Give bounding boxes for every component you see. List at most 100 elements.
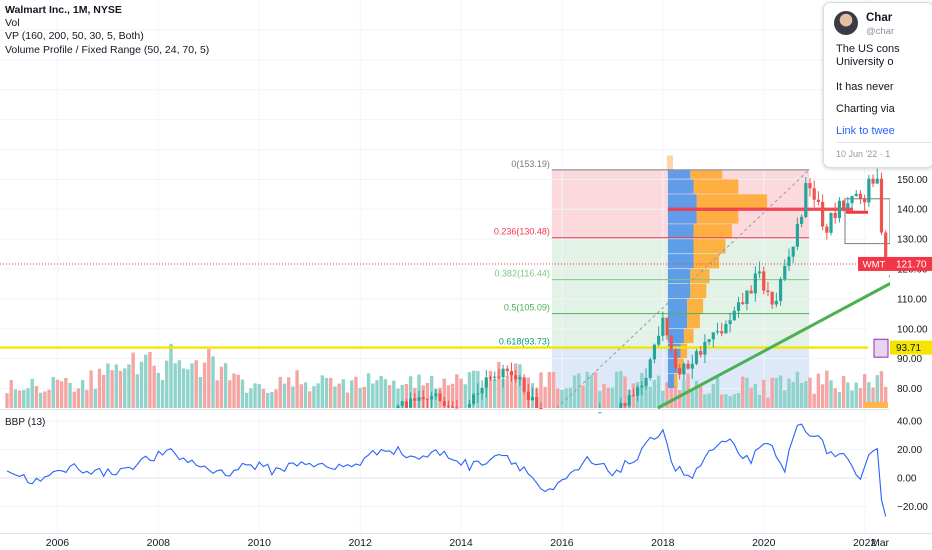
candle-body	[783, 265, 787, 280]
candle-body	[858, 193, 863, 199]
avatar	[834, 11, 858, 35]
volume-bar	[656, 375, 661, 408]
volume-bar	[190, 363, 194, 408]
candle-body	[404, 401, 408, 408]
volume-bar	[732, 394, 737, 408]
candle-body	[842, 200, 846, 209]
volume-bar	[198, 377, 203, 408]
candle-body	[493, 376, 497, 378]
volume-bar	[299, 384, 303, 408]
candle-body	[812, 188, 816, 200]
volume-bar	[829, 380, 833, 408]
volume-bar	[207, 348, 211, 408]
volume-bar	[619, 370, 623, 408]
vol-indicator-label[interactable]: Vol	[5, 17, 20, 30]
candle-body	[669, 335, 673, 350]
bbp-title: BBP (13)	[5, 417, 45, 428]
volume-profile-down-bar	[690, 269, 710, 284]
volume-bar	[652, 379, 657, 408]
volume-bar	[795, 371, 800, 408]
candle-body	[488, 377, 493, 379]
tweet-text-line: It has never	[836, 81, 894, 93]
candle-body	[514, 375, 518, 380]
drawing-lines[interactable]	[0, 169, 932, 410]
candle-body	[648, 359, 652, 378]
support-level-value: 93.71	[896, 343, 921, 354]
volume-bar	[841, 375, 846, 408]
volume-bar	[228, 380, 232, 408]
volume-bar	[602, 383, 606, 408]
support-level-badge	[890, 340, 932, 355]
candle-body	[657, 335, 661, 345]
volume-bar	[17, 390, 22, 408]
candle-body	[518, 377, 522, 380]
bbp-indicator-pane[interactable]: BBP (13)	[0, 417, 887, 517]
bbp-tick-label: 40.00	[897, 417, 922, 428]
candle-body	[438, 393, 442, 401]
volume-bar	[875, 375, 879, 408]
volume-bar	[728, 396, 732, 408]
volume-bar	[762, 379, 766, 408]
volume-bar	[93, 388, 97, 408]
candle-body	[644, 377, 648, 386]
volume-bar	[333, 386, 337, 408]
volume-bar	[846, 382, 850, 408]
vp-indicator-label[interactable]: VP (160, 200, 50, 30, 5, Both)	[5, 30, 144, 43]
volume-bar	[152, 365, 156, 408]
volume-bar	[724, 394, 728, 408]
volume-bar	[509, 371, 514, 408]
volume-bar	[450, 383, 455, 408]
volume-bar	[55, 379, 60, 408]
candle-body	[867, 178, 871, 203]
volume-bar	[236, 374, 240, 408]
volume-bar	[9, 379, 13, 408]
volume-bar	[341, 379, 346, 408]
volume-bar	[101, 374, 106, 408]
volume-bar	[572, 375, 577, 408]
volume-bar	[463, 384, 467, 408]
trend-line	[657, 279, 896, 410]
volume-bar	[13, 389, 18, 408]
symbol-title[interactable]: Walmart Inc., 1M, NYSE	[5, 4, 122, 16]
volume-bar	[249, 388, 253, 408]
candle-body	[799, 216, 804, 224]
vpfr-indicator-label[interactable]: Volume Profile / Fixed Range (50, 24, 70…	[5, 43, 210, 56]
volume-profile-up-bar	[667, 254, 694, 269]
volume-bar	[820, 384, 825, 408]
tweet-card[interactable]: Char @char The US cons University o It h…	[823, 2, 932, 168]
tweet-date: 10 Jun '22 · 1	[836, 149, 891, 159]
chart-legend[interactable]: Walmart Inc., 1M, NYSE Vol VP (160, 200,…	[5, 4, 209, 57]
volume-profile-down-bar	[683, 328, 694, 344]
volume-bar	[337, 383, 341, 408]
candle-body	[724, 323, 728, 334]
volume-bar	[783, 390, 787, 408]
volume-bar	[442, 378, 446, 408]
time-tick-label: 2006	[46, 537, 70, 549]
tweet-link[interactable]: Link to twee	[836, 125, 895, 137]
volume-bar	[38, 392, 43, 408]
volume-bar	[749, 387, 753, 408]
volume-bar	[387, 385, 392, 408]
candle-body	[762, 271, 766, 291]
candle-body	[442, 400, 446, 406]
volume-bar	[400, 384, 404, 408]
volume-bar	[547, 371, 552, 408]
candle-body	[526, 391, 530, 401]
candle-body	[879, 178, 884, 233]
candle-body	[766, 290, 770, 292]
candle-body	[884, 232, 888, 264]
symbol-badge	[858, 256, 890, 271]
volume-profile[interactable]	[666, 155, 768, 388]
tweet-author-name: Char	[866, 12, 893, 24]
volume-bar	[812, 393, 816, 408]
volume-bar	[131, 352, 135, 408]
candle-body	[678, 368, 682, 375]
volume-profile-down-bar	[693, 239, 726, 254]
volume-bar	[383, 379, 388, 408]
volume-bar	[606, 387, 610, 408]
volume-bar	[799, 382, 804, 408]
candle-body	[509, 371, 514, 376]
time-tick-label: 2016	[550, 537, 574, 549]
candle-body	[829, 212, 833, 233]
